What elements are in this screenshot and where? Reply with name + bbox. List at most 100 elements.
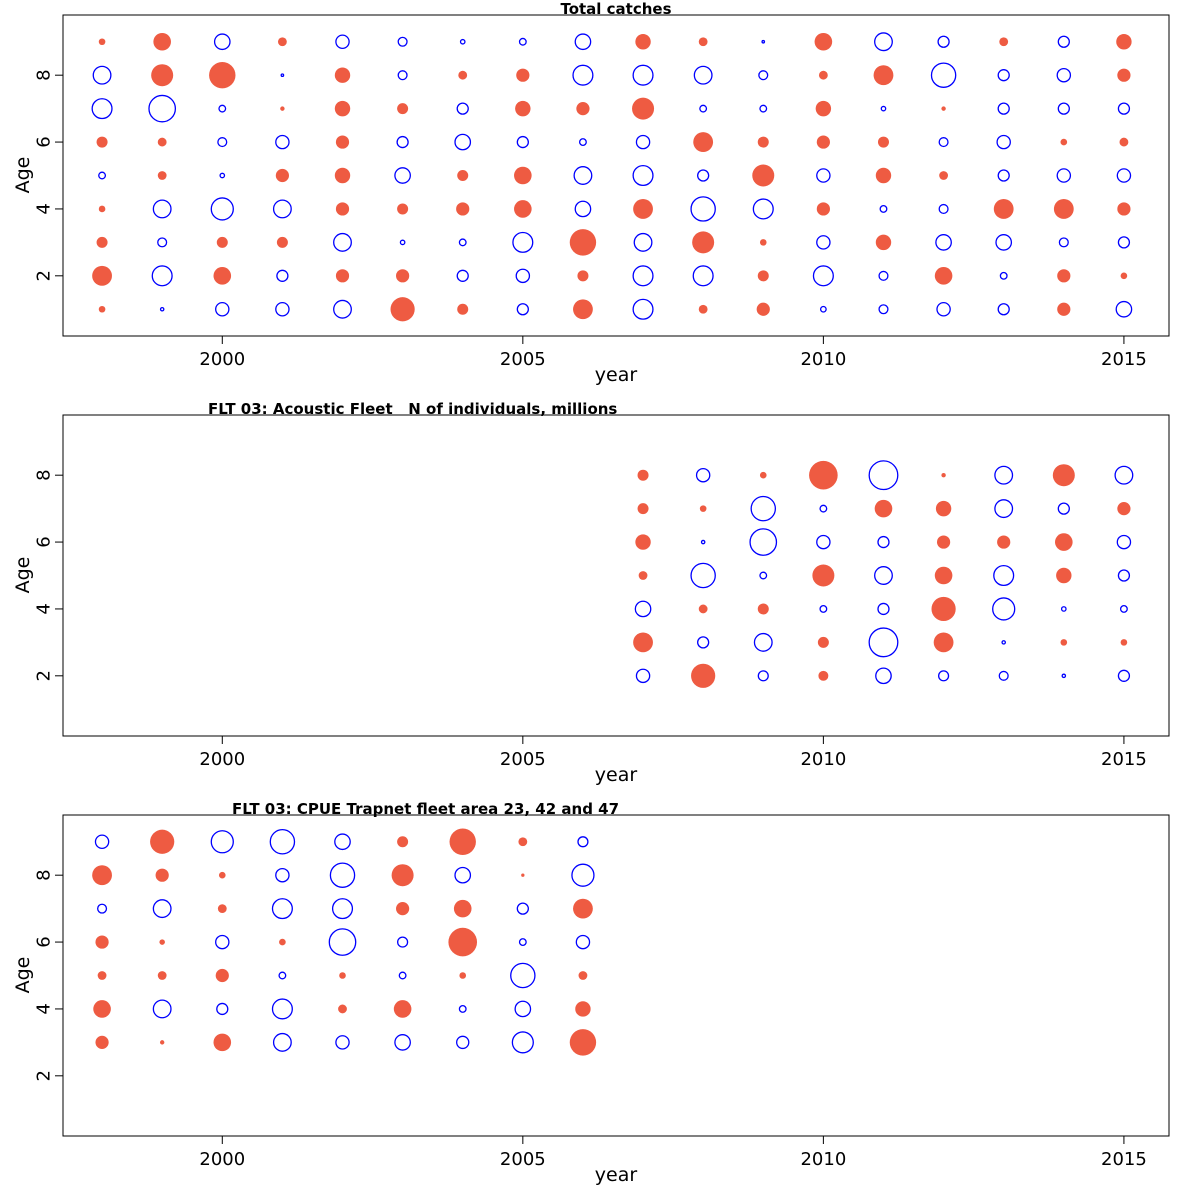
y-tick-label: 4 xyxy=(33,203,54,214)
residual-bubble xyxy=(271,898,293,920)
residual-bubble xyxy=(759,471,767,479)
plot-frame xyxy=(62,14,1170,337)
residual-bubble xyxy=(217,137,228,148)
residual-bubble xyxy=(1057,102,1070,115)
residual-bubble xyxy=(1120,639,1128,646)
x-tick-label: 2010 xyxy=(800,749,846,770)
residual-bubble xyxy=(930,62,957,88)
residual-bubble xyxy=(155,868,169,882)
residual-bubble xyxy=(396,269,410,283)
residual-bubble xyxy=(697,169,710,182)
residual-bubble xyxy=(635,34,651,50)
residual-bubble xyxy=(697,636,710,649)
y-tick-label: 8 xyxy=(33,869,54,880)
residual-bubble xyxy=(333,232,352,252)
residual-bubble xyxy=(691,663,716,688)
residual-bubble xyxy=(518,837,528,847)
residual-bubble xyxy=(272,199,292,219)
residual-bubble xyxy=(272,1032,292,1052)
residual-bubble xyxy=(396,902,410,916)
y-tick-label: 6 xyxy=(33,936,54,947)
residual-bubble xyxy=(331,898,354,920)
residual-bubble xyxy=(880,105,887,112)
residual-bubble xyxy=(92,265,112,286)
x-tick-label: 2010 xyxy=(800,1149,846,1170)
residual-bubble xyxy=(516,902,529,915)
residual-bubble xyxy=(941,472,946,478)
residual-bubble xyxy=(1115,300,1133,318)
residual-bubble xyxy=(151,265,173,287)
residual-bubble xyxy=(753,632,773,652)
residual-bubble xyxy=(210,197,234,221)
residual-bubble xyxy=(159,1040,165,1045)
residual-bubble xyxy=(1120,272,1128,280)
residual-bubble xyxy=(458,1004,467,1013)
residual-bubble xyxy=(994,499,1014,519)
residual-bubble xyxy=(933,632,954,653)
residual-bubble xyxy=(572,64,594,86)
residual-bubble xyxy=(818,70,828,80)
residual-bubble xyxy=(997,535,1011,549)
residual-bubble xyxy=(218,104,227,113)
residual-bubble xyxy=(698,304,708,314)
x-tick-label: 2005 xyxy=(500,749,546,770)
residual-bubble xyxy=(213,1033,232,1052)
residual-bubble xyxy=(752,164,775,187)
plot-frame xyxy=(62,414,1170,737)
y-tick-label: 8 xyxy=(33,469,54,480)
residual-bubble xyxy=(757,603,769,615)
axis-ticks: 2000 2005 2010 2015 2 4 6 8 xyxy=(33,869,1147,1170)
residual-bubble xyxy=(816,235,831,250)
y-tick-label: 4 xyxy=(33,603,54,614)
residual-bubble xyxy=(515,268,531,284)
residual-bubble xyxy=(699,104,708,113)
residual-bubble xyxy=(1116,168,1132,183)
residual-bubble xyxy=(997,169,1010,182)
residual-bubble xyxy=(936,301,951,317)
residual-bubble xyxy=(329,862,356,888)
residual-bubble xyxy=(394,1034,411,1051)
residual-bubble xyxy=(633,632,653,653)
x-axis-title: year xyxy=(595,1164,638,1186)
residual-bubble xyxy=(758,70,769,81)
residual-bubble xyxy=(276,269,289,282)
residual-bubble xyxy=(1052,464,1075,487)
residual-bubble xyxy=(1117,502,1131,516)
residual-bubble xyxy=(1117,68,1131,82)
residual-bubble xyxy=(941,106,946,111)
residual-bubble xyxy=(1057,269,1071,283)
residual-bubble xyxy=(761,39,766,44)
residual-bubble xyxy=(937,35,950,48)
residual-bubble xyxy=(816,168,831,183)
residual-bubble xyxy=(456,269,469,282)
residual-bubble xyxy=(518,37,527,46)
residual-bubble xyxy=(997,303,1010,316)
residual-bubble xyxy=(632,298,654,320)
residual-bubble xyxy=(151,64,174,87)
y-tick-label: 2 xyxy=(33,670,54,681)
bubble-group xyxy=(633,460,1134,688)
residual-bubble xyxy=(868,627,899,658)
residual-bubble xyxy=(157,971,167,980)
residual-bubble xyxy=(938,203,949,214)
residual-bubble xyxy=(275,301,290,317)
residual-bubble xyxy=(394,167,411,184)
residual-bubble xyxy=(690,562,716,589)
residual-bubble xyxy=(159,306,165,312)
residual-bubble xyxy=(935,234,952,251)
residual-bubble xyxy=(1061,673,1067,679)
residual-bubble xyxy=(638,571,648,580)
residual-bubble xyxy=(1117,202,1131,216)
residual-bubble xyxy=(216,236,228,248)
residual-bubble xyxy=(874,566,893,585)
residual-bubble xyxy=(996,134,1011,150)
residual-bubble xyxy=(759,571,768,580)
residual-bubble xyxy=(995,234,1013,251)
residual-bubble xyxy=(750,495,777,522)
x-tick-label: 2010 xyxy=(800,349,846,370)
residual-bubble xyxy=(275,867,290,883)
x-tick-label: 2015 xyxy=(1101,349,1147,370)
plot-frame xyxy=(62,814,1170,1137)
residual-bubble xyxy=(335,34,350,50)
residual-bubble xyxy=(97,903,108,914)
